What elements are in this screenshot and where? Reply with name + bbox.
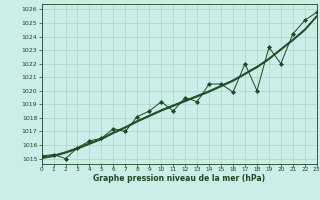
X-axis label: Graphe pression niveau de la mer (hPa): Graphe pression niveau de la mer (hPa) <box>93 174 265 183</box>
